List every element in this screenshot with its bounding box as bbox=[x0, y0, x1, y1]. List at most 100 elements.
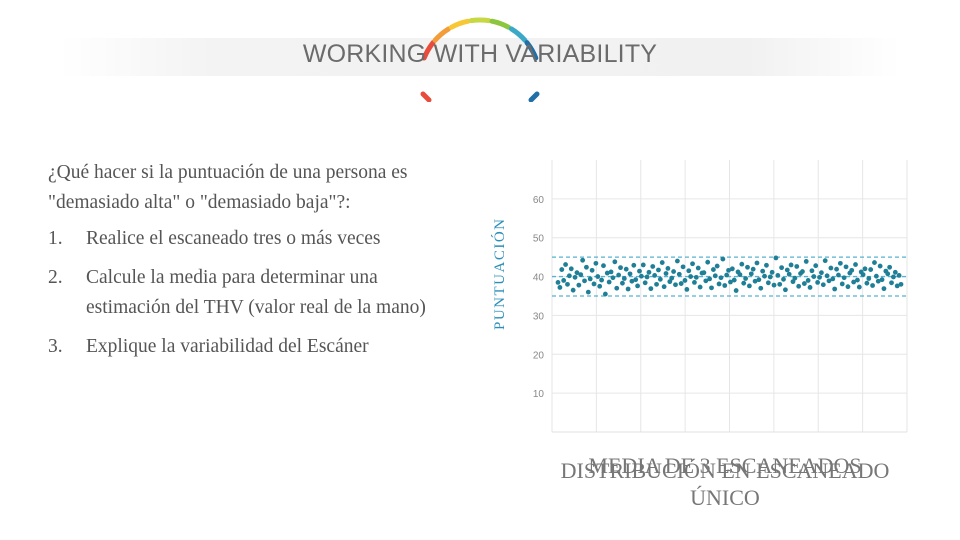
data-point bbox=[826, 278, 832, 284]
data-point bbox=[760, 268, 766, 274]
logo-arc-segment bbox=[448, 18, 471, 30]
data-point bbox=[610, 275, 616, 281]
data-point bbox=[563, 262, 568, 267]
data-point bbox=[718, 275, 724, 281]
data-point bbox=[612, 259, 618, 265]
steps-list: 1. Realice el escaneado tres o más veces… bbox=[48, 224, 458, 362]
data-point bbox=[891, 274, 896, 280]
data-point bbox=[809, 268, 815, 274]
data-point bbox=[576, 282, 582, 288]
data-point bbox=[656, 267, 661, 273]
data-point bbox=[705, 259, 711, 265]
data-point bbox=[862, 266, 868, 272]
logo-arc-tail bbox=[420, 91, 432, 102]
data-point bbox=[733, 288, 739, 293]
data-point bbox=[637, 268, 642, 274]
step-number: 1. bbox=[48, 228, 63, 249]
data-point bbox=[565, 281, 570, 287]
data-point bbox=[614, 285, 620, 291]
data-point bbox=[601, 263, 606, 269]
data-point bbox=[620, 280, 625, 286]
data-point bbox=[593, 260, 599, 266]
data-point bbox=[657, 276, 663, 282]
data-point bbox=[627, 271, 633, 277]
data-point bbox=[830, 276, 836, 282]
data-point bbox=[674, 258, 680, 264]
data-point bbox=[722, 283, 728, 288]
data-point bbox=[870, 283, 875, 288]
data-point bbox=[693, 274, 699, 280]
data-point bbox=[737, 272, 743, 278]
data-point bbox=[784, 267, 790, 273]
chart-x-axis-label-back: MEDIA DE 3 ESCANEADOS bbox=[588, 453, 862, 478]
data-point bbox=[794, 264, 800, 269]
data-point bbox=[820, 282, 826, 288]
data-point bbox=[775, 273, 781, 278]
data-point bbox=[604, 270, 610, 276]
data-point bbox=[834, 266, 839, 272]
data-point bbox=[652, 273, 658, 278]
data-point bbox=[629, 278, 635, 284]
data-point bbox=[667, 279, 673, 285]
data-point bbox=[646, 269, 652, 275]
data-point bbox=[855, 277, 860, 283]
data-point bbox=[873, 273, 879, 279]
data-point bbox=[663, 271, 669, 276]
data-point bbox=[754, 260, 760, 266]
data-point bbox=[591, 281, 597, 287]
data-point bbox=[872, 260, 877, 265]
data-point bbox=[680, 264, 686, 270]
data-point bbox=[684, 286, 690, 292]
data-point bbox=[875, 278, 881, 284]
data-point bbox=[864, 280, 870, 286]
data-point bbox=[608, 269, 614, 275]
data-point bbox=[557, 285, 563, 290]
data-point bbox=[633, 277, 639, 283]
data-point bbox=[729, 266, 735, 272]
logo-title: WORKING WITH VARIABILITY bbox=[302, 40, 658, 68]
data-point bbox=[815, 280, 821, 285]
data-point bbox=[796, 283, 802, 289]
data-point bbox=[801, 281, 807, 286]
data-point bbox=[606, 279, 612, 285]
data-point bbox=[892, 269, 898, 275]
data-point bbox=[582, 278, 587, 284]
data-point bbox=[678, 281, 684, 286]
data-point bbox=[845, 284, 851, 290]
data-point bbox=[710, 267, 716, 272]
data-point bbox=[695, 265, 701, 271]
data-point bbox=[788, 262, 794, 268]
data-point bbox=[851, 279, 857, 285]
data-point bbox=[790, 279, 796, 285]
data-point bbox=[585, 289, 591, 295]
data-point bbox=[595, 274, 601, 279]
data-point bbox=[817, 274, 822, 280]
data-point bbox=[650, 264, 656, 269]
y-tick-label: 50 bbox=[533, 234, 545, 245]
data-point bbox=[887, 264, 893, 270]
data-point bbox=[856, 284, 862, 290]
logo-arc-icon bbox=[420, 17, 540, 102]
data-point bbox=[822, 258, 828, 264]
step-item: 3. Explique la variabilidad del Escáner bbox=[48, 332, 458, 362]
data-point bbox=[739, 261, 745, 267]
data-point bbox=[773, 255, 779, 261]
step-text: Explique la variabilidad del Escáner bbox=[86, 336, 369, 357]
step-item: 1. Realice el escaneado tres o más veces bbox=[48, 224, 458, 254]
data-point bbox=[572, 274, 578, 280]
data-point bbox=[659, 260, 665, 265]
data-point bbox=[568, 266, 574, 272]
data-point bbox=[837, 260, 843, 266]
data-point bbox=[638, 273, 644, 279]
data-point bbox=[676, 271, 682, 277]
data-point bbox=[731, 277, 737, 283]
data-point bbox=[781, 276, 786, 282]
data-point bbox=[877, 263, 883, 269]
data-point bbox=[724, 272, 730, 278]
data-point bbox=[661, 284, 667, 290]
data-point bbox=[654, 281, 659, 287]
data-point bbox=[894, 283, 900, 289]
data-point bbox=[686, 268, 692, 274]
data-point bbox=[703, 278, 709, 284]
data-point bbox=[752, 278, 758, 284]
